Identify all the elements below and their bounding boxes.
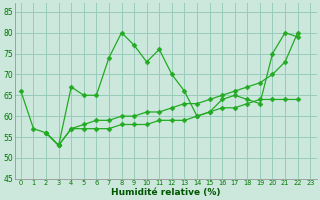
X-axis label: Humidité relative (%): Humidité relative (%) (111, 188, 220, 197)
